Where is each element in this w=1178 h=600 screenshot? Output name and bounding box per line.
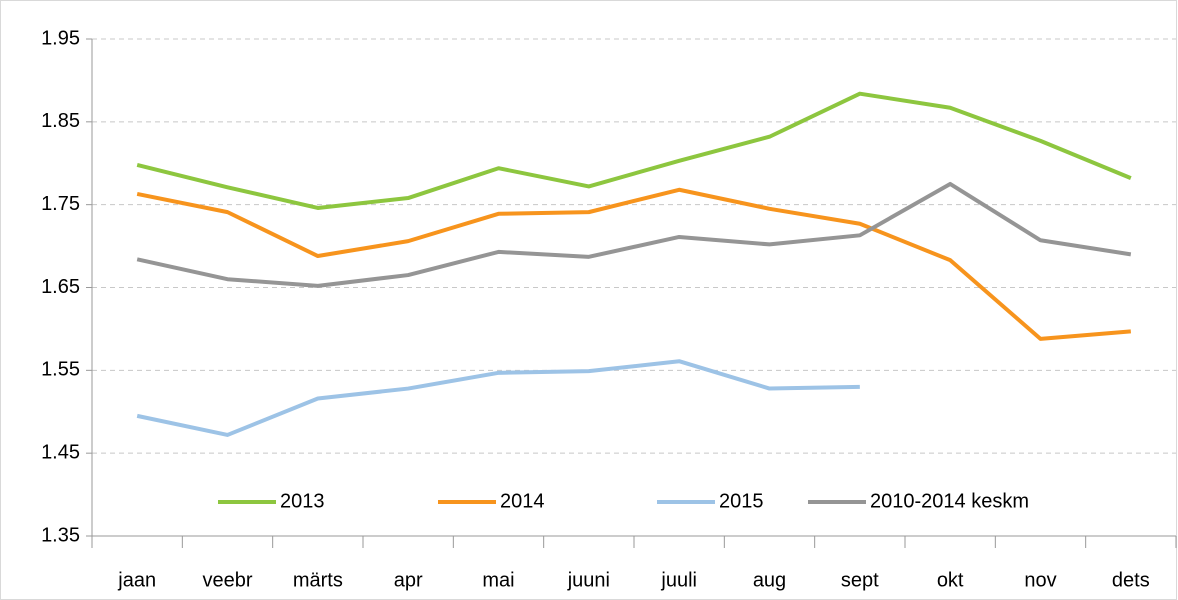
x-tick-label: aug <box>753 569 786 591</box>
legend-label: 2015 <box>719 490 764 512</box>
x-tick-label: mai <box>482 569 514 591</box>
line-series <box>136 187 1131 341</box>
y-tick-label: 1.55 <box>41 359 80 381</box>
y-tick-label: 1.35 <box>41 524 80 546</box>
legend-label: 2013 <box>280 490 325 512</box>
x-tick-label: dets <box>1112 569 1150 591</box>
y-tick-label: 1.65 <box>41 276 80 298</box>
x-tick-label: juuni <box>567 569 610 591</box>
x-tick-label: jaan <box>117 569 156 591</box>
line-series <box>136 181 1132 288</box>
legend-label: 2010-2014 keskm <box>870 490 1029 512</box>
line-series <box>136 359 860 437</box>
x-tick-label: veebr <box>202 569 252 591</box>
y-tick-label: 1.75 <box>41 193 80 215</box>
x-tick-label: sept <box>841 569 879 591</box>
legend-label: 2014 <box>500 490 545 512</box>
line-series <box>136 91 1132 210</box>
y-tick-label: 1.95 <box>41 27 80 49</box>
y-tick-label: 1.45 <box>41 441 80 463</box>
x-tick-label: juuli <box>660 569 697 591</box>
y-tick-label: 1.85 <box>41 110 80 132</box>
x-tick-label: märts <box>293 569 343 591</box>
x-tick-label: okt <box>937 569 964 591</box>
x-tick-label: nov <box>1024 569 1056 591</box>
x-tick-label: apr <box>394 569 423 591</box>
